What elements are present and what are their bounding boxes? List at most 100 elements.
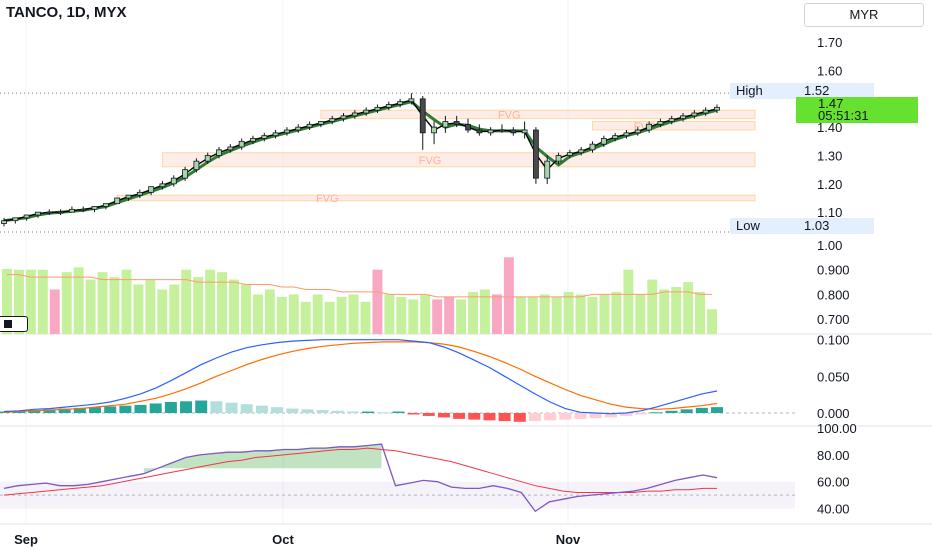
macd-histogram-bar <box>483 413 496 421</box>
volume-bar <box>252 294 263 334</box>
volume-bar <box>551 296 562 334</box>
volume-legend-toggle[interactable] <box>0 316 28 332</box>
macd-histogram-bar <box>407 413 420 415</box>
candle-body <box>600 138 607 145</box>
price-axis[interactable]: 1.70 1.60 1.40 1.30 1.20 1.10 1.00 0.900 0.800 0.… <box>817 35 857 516</box>
currency-button[interactable]: MYR <box>804 3 924 27</box>
volume-bar <box>324 301 335 334</box>
candle-body <box>487 129 494 134</box>
volume-bar <box>611 291 622 334</box>
volume-bar <box>2 268 12 334</box>
symbol-title[interactable]: TANCO, 1D, MYX <box>6 4 127 21</box>
candle-body <box>12 217 19 222</box>
price-pane[interactable] <box>1 93 720 227</box>
macd-histogram-bar <box>164 402 177 413</box>
candle-body <box>57 211 64 214</box>
rsi-pane[interactable] <box>0 443 795 513</box>
candle-body <box>125 194 132 199</box>
axis-tick-label: 0.050 <box>817 369 850 384</box>
rsi-ma-line <box>3 447 717 496</box>
axis-tick-label: 40.00 <box>817 502 850 517</box>
macd-line <box>3 339 718 415</box>
volume-bar <box>563 291 574 334</box>
candle-body <box>533 129 539 179</box>
macd-histogram-bar <box>286 408 299 413</box>
candle-body <box>521 129 528 134</box>
candle-body <box>634 129 641 134</box>
macd-histogram-bar <box>574 413 587 419</box>
macd-histogram-bar <box>468 413 481 420</box>
volume-bar <box>145 279 156 334</box>
macd-histogram-bar <box>104 406 117 413</box>
volume-bar <box>348 294 359 334</box>
volume-pane[interactable] <box>2 257 717 334</box>
axis-tick-label: 1.70 <box>817 35 842 50</box>
macd-histogram-bar <box>635 413 648 415</box>
volume-bar <box>133 284 144 334</box>
volume-bar <box>288 294 299 334</box>
fvg-label: FVG <box>316 193 339 205</box>
volume-bar <box>85 279 96 334</box>
volume-bar <box>695 291 706 334</box>
volume-bar <box>336 296 347 334</box>
candle-body <box>227 146 234 151</box>
axis-tick-label: 0.100 <box>817 333 850 348</box>
candle-body <box>476 129 483 134</box>
time-tick-label: Sep <box>14 532 38 547</box>
candle-body <box>714 106 720 111</box>
candle-body <box>261 135 268 139</box>
volume-bar <box>49 289 60 334</box>
time-axis[interactable]: Sep Oct Nov <box>14 532 581 547</box>
volume-bar <box>241 284 251 334</box>
candle-body <box>453 121 460 125</box>
macd-histogram-bar <box>255 405 268 413</box>
candle-body <box>589 143 596 151</box>
candle-body <box>46 211 53 214</box>
axis-tick-label: 0.900 <box>817 263 850 278</box>
macd-histogram-bar <box>240 404 253 413</box>
macd-histogram-bar <box>619 413 632 416</box>
macd-histogram-bar <box>346 411 359 413</box>
volume-bar <box>97 272 108 334</box>
macd-histogram-bar <box>58 408 71 413</box>
fvg-zone <box>116 194 756 202</box>
candle-body <box>566 152 573 156</box>
candle-body <box>317 121 324 125</box>
volume-bar <box>13 269 24 334</box>
macd-histogram-bar <box>711 407 723 413</box>
candle-body <box>69 208 75 213</box>
volume-bar <box>372 269 383 334</box>
macd-histogram-bar <box>589 413 602 419</box>
candle-body <box>351 112 358 117</box>
candle-body <box>182 169 188 179</box>
macd-histogram-bar <box>149 403 162 413</box>
volume-bar <box>432 299 443 334</box>
candle-body <box>465 123 471 131</box>
volume-bar <box>539 294 550 334</box>
volume-bar <box>37 269 48 334</box>
volume-bar <box>300 301 311 334</box>
ma-fast-line <box>3 99 718 222</box>
candle-body <box>612 135 619 139</box>
axis-tick-label: 60.00 <box>817 475 850 490</box>
high-label: High <box>730 83 798 99</box>
fvg-label: FVG <box>498 109 521 121</box>
macd-pane[interactable] <box>0 339 795 422</box>
candle-body <box>555 155 562 162</box>
macd-histogram-bar <box>119 405 132 413</box>
volume-bar <box>659 289 670 334</box>
volume-bar <box>647 279 658 334</box>
volume-bar <box>396 296 407 334</box>
candle-body <box>23 214 30 219</box>
candle-body <box>1 220 7 224</box>
candle-body <box>510 129 517 134</box>
macd-histogram-bar <box>453 413 466 419</box>
candle-body <box>102 203 109 207</box>
macd-histogram-bar <box>271 407 284 413</box>
macd-histogram-bar <box>316 410 329 413</box>
candle-body <box>80 208 87 211</box>
candle-body <box>284 129 290 134</box>
axis-tick-label: 1.30 <box>817 149 842 164</box>
volume-bar <box>420 294 431 334</box>
